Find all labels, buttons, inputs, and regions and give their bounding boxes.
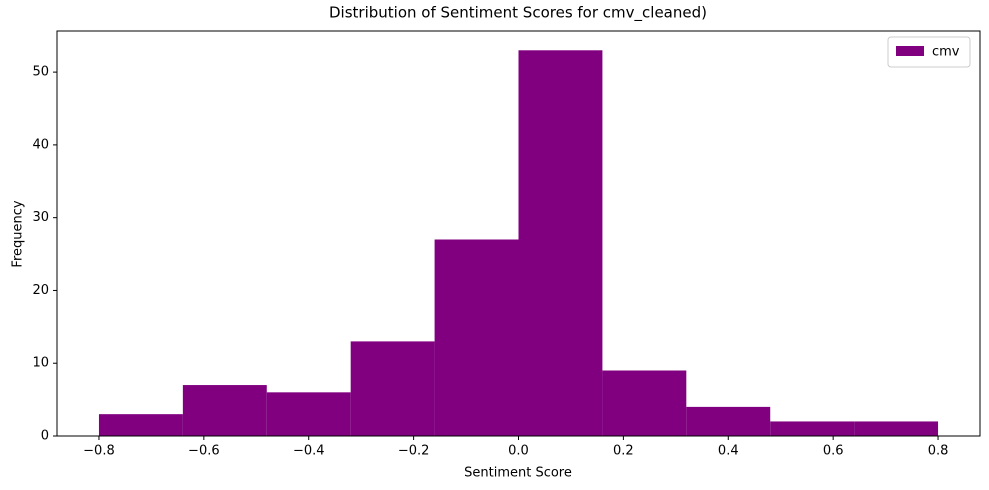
x-tick-label: 0.8 bbox=[928, 444, 949, 459]
y-tick-label: 20 bbox=[32, 283, 49, 298]
x-tick-label: −0.6 bbox=[188, 444, 220, 459]
x-tick-label: 0.4 bbox=[718, 444, 739, 459]
x-tick-label: −0.8 bbox=[83, 444, 115, 459]
x-tick-label: 0.6 bbox=[823, 444, 844, 459]
bar bbox=[770, 421, 855, 436]
x-tick-label: −0.4 bbox=[293, 444, 325, 459]
bar bbox=[602, 370, 687, 436]
bar bbox=[350, 341, 435, 436]
y-tick-label: 40 bbox=[32, 137, 49, 152]
y-tick-label: 0 bbox=[41, 429, 49, 444]
bar bbox=[518, 50, 603, 437]
x-tick-label: 0.2 bbox=[613, 444, 634, 459]
legend-label: cmv bbox=[932, 45, 960, 60]
y-axis-label: Frequency bbox=[11, 200, 26, 267]
y-tick-label: 30 bbox=[32, 210, 49, 225]
x-tick-label: 0.0 bbox=[508, 444, 529, 459]
chart-title: Distribution of Sentiment Scores for cmv… bbox=[329, 4, 707, 23]
x-axis-label: Sentiment Score bbox=[464, 466, 572, 481]
bar bbox=[98, 414, 183, 436]
bar bbox=[182, 385, 267, 436]
y-tick-label: 50 bbox=[32, 65, 49, 80]
bar bbox=[266, 392, 351, 436]
legend-box bbox=[887, 36, 971, 68]
x-tick-label: −0.2 bbox=[398, 444, 430, 459]
bar bbox=[686, 406, 771, 436]
bar bbox=[854, 421, 939, 436]
y-tick-label: 10 bbox=[32, 356, 49, 371]
bar bbox=[434, 239, 519, 436]
legend-swatch bbox=[896, 46, 924, 56]
